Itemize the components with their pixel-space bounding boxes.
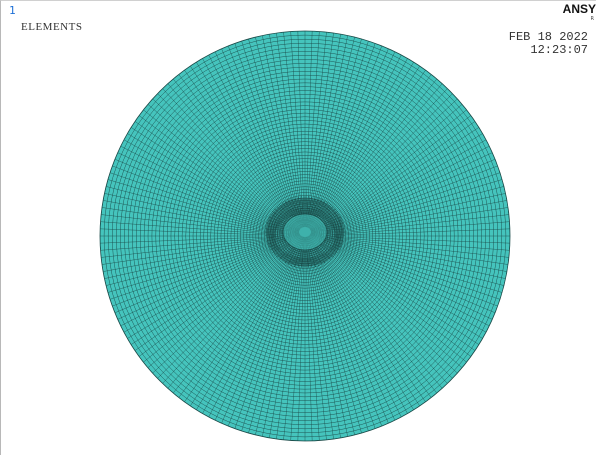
- mesh-core-inner-void: [282, 213, 328, 251]
- ansys-logo: ANSY: [562, 2, 596, 16]
- plot-time: 12:23:07: [530, 43, 588, 57]
- mesh-refined-core: [265, 196, 345, 268]
- ansys-logo-release: R: [590, 16, 594, 22]
- plot-date: FEB 18 2022: [508, 30, 588, 44]
- mesh-outer-boundary: [99, 30, 511, 442]
- mesh-element-edges: [100, 31, 510, 441]
- window-number: 1: [9, 4, 16, 17]
- mesh-radial-lines: [100, 31, 510, 441]
- plot-type-label: ELEMENTS: [21, 21, 83, 33]
